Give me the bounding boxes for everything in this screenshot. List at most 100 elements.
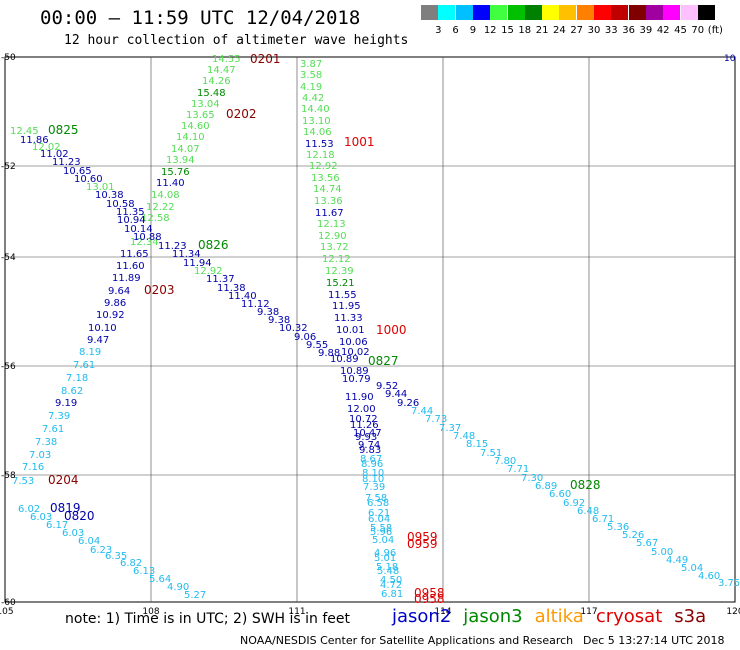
wave-height-value: 10.65 [63, 166, 92, 177]
wave-height-value: 6.35 [105, 551, 127, 562]
wave-height-value: 5.04 [372, 535, 394, 546]
wave-height-value: 6.92 [563, 498, 585, 509]
pass-time-label: 1000 [376, 323, 407, 337]
wave-height-value: 8.96 [361, 459, 383, 470]
wave-height-value: 4.50 [380, 575, 402, 586]
wave-height-value: 14.06 [303, 127, 332, 138]
pass-time-label: 0204 [48, 473, 79, 487]
wave-height-value: 8.10 [362, 474, 384, 485]
wave-height-value: 6.58 [367, 498, 389, 509]
wave-height-value: 14.47 [207, 65, 236, 76]
wave-height-value: 9.88 [318, 348, 340, 359]
wave-height-value: 7.61 [42, 424, 64, 435]
wave-height-value: 5.48 [377, 566, 399, 577]
wave-height-value: 10.32 [279, 323, 308, 334]
map-title: 00:00 – 11:59 UTC 12/04/2018 [40, 7, 361, 29]
wave-height-value: 12.90 [318, 231, 347, 242]
wave-height-value: 5.67 [636, 538, 658, 549]
wave-height-value: 10.72 [349, 414, 378, 425]
map-grid [4, 56, 736, 603]
longitude-label: 117 [580, 607, 597, 617]
longitude-label: 114 [434, 607, 451, 617]
pass-time-label: 0819 [50, 501, 81, 515]
wave-height-value: 6.82 [120, 558, 142, 569]
wave-height-value: 11.89 [112, 273, 141, 284]
color-scale-label: 42 [656, 25, 670, 36]
color-swatch [455, 5, 473, 20]
wave-height-value: 6.04 [78, 536, 100, 547]
wave-height-value: 11.23 [158, 241, 187, 252]
wave-height-value: 7.48 [453, 431, 475, 442]
pass-time-label: 0828 [570, 478, 601, 492]
wave-height-value: 14.55 [212, 54, 241, 65]
color-scale-label: 9 [469, 25, 477, 36]
color-swatch [663, 5, 681, 20]
wave-height-value: 5.04 [681, 563, 703, 574]
latitude-label: -60 [1, 598, 16, 608]
color-scale-label: 36 [622, 25, 635, 36]
longitude-label: 108 [142, 607, 159, 617]
wave-height-value: 12.58 [141, 213, 170, 224]
latitude-label: -54 [1, 253, 16, 263]
wave-height-value: 11.86 [20, 135, 49, 146]
wave-height-value: 5.00 [651, 547, 673, 558]
wave-height-value: 14.10 [176, 132, 205, 143]
wave-height-value: 7.39 [48, 411, 70, 422]
color-scale-label: 21 [535, 25, 549, 36]
pass-time-label: 0201 [250, 52, 281, 66]
pass-time-label: 0820 [64, 509, 95, 523]
color-swatch [645, 5, 663, 20]
wave-height-value: 11.34 [172, 249, 201, 260]
color-swatch [697, 5, 715, 20]
credit-text: NOAA/NESDIS Center for Satellite Applica… [240, 634, 574, 647]
color-swatch [559, 5, 577, 20]
wave-height-value: 4.96 [374, 548, 396, 559]
wave-height-value: 11.35 [116, 207, 145, 218]
color-swatch [576, 5, 594, 20]
wave-height-value: 7.39 [363, 482, 385, 493]
legend-item-s3a: s3a [674, 606, 707, 627]
wave-height-value: 12.22 [146, 202, 175, 213]
wave-height-value: 10.14 [124, 224, 153, 235]
wave-height-value: 7.58 [365, 493, 387, 504]
wave-height-value: 13.04 [191, 99, 220, 110]
wave-height-value: 8.19 [79, 347, 101, 358]
wave-height-value: 10.38 [95, 190, 124, 201]
color-scale-label: 15 [501, 25, 514, 36]
wave-height-value: 5.36 [607, 522, 629, 533]
wave-height-value: 3.58 [300, 70, 322, 81]
color-swatch [542, 5, 560, 20]
wave-height-value: 4.49 [666, 555, 688, 566]
wave-height-value: 11.65 [120, 249, 149, 260]
wave-height-value: 9.44 [385, 389, 407, 400]
wave-height-value: 9.26 [397, 398, 419, 409]
wave-height-value: 6.71 [592, 514, 614, 525]
wave-height-value: 15.76 [161, 167, 190, 178]
wave-height-value: 3.87 [300, 59, 322, 70]
wave-height-value: 11.53 [305, 139, 334, 150]
wave-height-value: 10.88 [133, 232, 162, 243]
wave-height-value: 12.00 [347, 404, 376, 415]
wave-height-value: 6.03 [62, 528, 84, 539]
wave-height-value: 5.58 [370, 523, 392, 534]
wave-height-value: 11.40 [156, 178, 185, 189]
wave-height-value: 10.89 [340, 366, 369, 377]
wave-height-value: 9.83 [359, 445, 381, 456]
wave-height-value: 7.16 [22, 462, 44, 473]
legend-item-altika: altika [534, 606, 584, 627]
color-scale-label: 27 [570, 25, 584, 36]
wave-height-value: 13.56 [311, 173, 340, 184]
wave-height-value: 11.90 [345, 392, 374, 403]
wave-height-value: 4.42 [302, 93, 324, 104]
map-frame [4, 56, 736, 603]
wave-height-value: 11.37 [206, 274, 235, 285]
wave-height-value: 9.38 [257, 307, 279, 318]
wave-height-value: 6.60 [549, 489, 571, 500]
wave-height-value: 9.06 [294, 332, 316, 343]
wave-height-value: 10.79 [342, 374, 371, 385]
wave-height-value: 14.60 [181, 121, 210, 132]
wave-height-value: 11.60 [116, 261, 145, 272]
wave-height-value: 13.36 [314, 196, 343, 207]
pass-time-label: 0826 [198, 238, 229, 252]
